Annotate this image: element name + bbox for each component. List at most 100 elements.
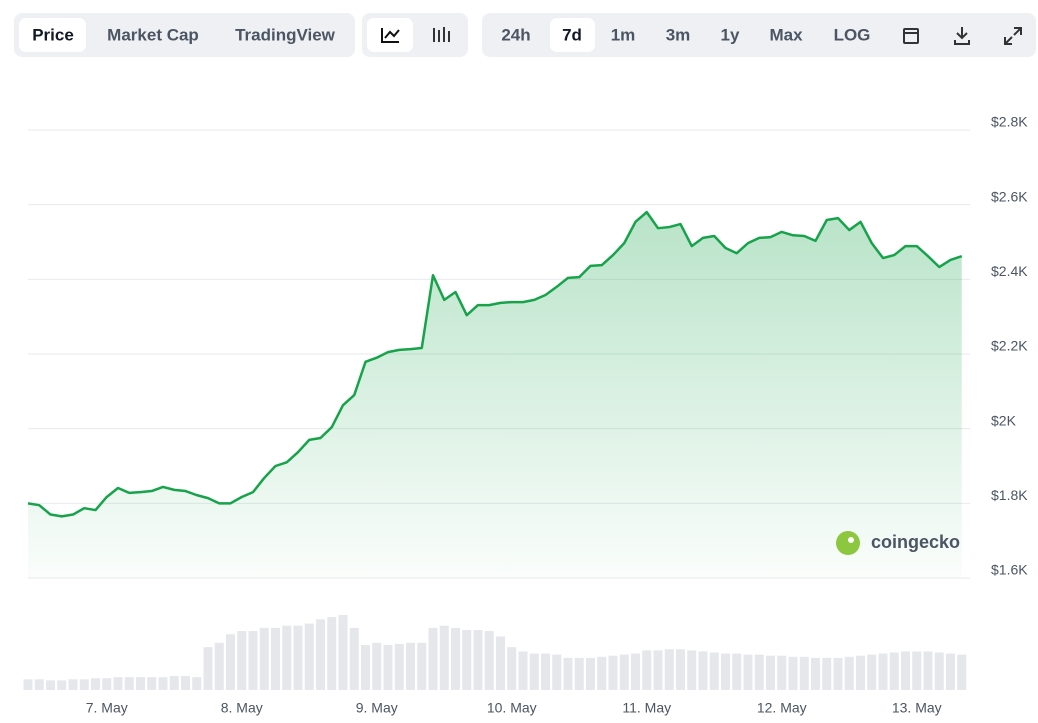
fullscreen-button[interactable] [1004, 27, 1022, 45]
candle-button[interactable] [433, 27, 450, 42]
volume-bar [709, 652, 719, 690]
range-button[interactable]: Max [769, 25, 803, 44]
volume-bar [124, 677, 134, 690]
volume-bar [428, 627, 438, 690]
volume-bar [822, 657, 832, 690]
volume-bar [732, 653, 742, 690]
area-fill [28, 212, 962, 578]
volume-bar [923, 651, 933, 690]
volume-bar [799, 656, 809, 690]
volume-bar [642, 650, 652, 690]
volume-bar [946, 653, 955, 690]
line-chart-button[interactable] [367, 18, 413, 52]
volume-bar [597, 656, 607, 690]
x-tick-label: 12. May [757, 700, 807, 716]
volume-bar [901, 651, 910, 690]
volume-bar [372, 642, 382, 690]
y-tick-label: $1.8K [991, 487, 1028, 503]
download-button[interactable] [954, 27, 970, 45]
volume-bar [248, 631, 258, 690]
volume-bar [79, 679, 89, 690]
volume-bar [203, 647, 213, 690]
volume-bar [788, 656, 798, 690]
view-button[interactable]: Price [32, 25, 74, 44]
volume-bar [226, 634, 235, 690]
volume-bar [957, 654, 967, 690]
volume-bar [181, 676, 190, 690]
volume-bar [687, 650, 697, 690]
y-tick-label: $2.4K [991, 263, 1028, 279]
volume-bar [271, 627, 280, 690]
y-tick-label: $2.8K [991, 114, 1028, 130]
volume-bar [68, 679, 78, 690]
volume-bar [664, 649, 674, 690]
y-tick-label: $2K [991, 412, 1017, 428]
volume-bar [158, 677, 168, 690]
range-button[interactable]: 1m [611, 25, 636, 44]
view-button[interactable]: Market Cap [107, 25, 199, 44]
y-tick-label: $1.6K [991, 562, 1028, 578]
volume-bar [349, 627, 359, 690]
volume-bar [889, 652, 899, 690]
volume-bar [439, 625, 449, 690]
volume-bar [462, 630, 472, 690]
volume-bar [766, 655, 775, 690]
volume-bar [473, 630, 483, 690]
volume-bar [496, 636, 505, 690]
volume-bar [586, 657, 595, 690]
volume-bar [608, 655, 618, 690]
volume-bar [136, 677, 145, 690]
active-pill [550, 18, 595, 52]
volume-bar [811, 657, 820, 690]
logo [848, 537, 854, 543]
price-line [27, 210, 963, 518]
range-button[interactable]: 3m [666, 25, 691, 44]
volume-bar [316, 619, 325, 690]
volume-bar [484, 631, 494, 690]
volume-bar [293, 625, 303, 690]
plot: $1.6K $1.8K $2K $2.2K $2.4K $2.6K $2.8K 7. May 8… [23, 114, 1028, 716]
volume-bar [192, 677, 202, 690]
range-button[interactable]: 24h [501, 25, 530, 44]
volume-bar [394, 643, 404, 690]
volume-bar [912, 651, 922, 690]
watermark: coingecko [871, 532, 960, 552]
volume-bar [327, 617, 337, 690]
volume-bar [631, 653, 640, 690]
volume-bar [653, 650, 663, 690]
volume-bar [383, 645, 393, 690]
volume-bar [282, 625, 292, 690]
volume-bar [619, 654, 629, 690]
volume-bar [304, 623, 314, 690]
range-button[interactable]: 7d [562, 25, 582, 44]
volume-bar [934, 652, 944, 690]
y-tick-label: $2.2K [991, 338, 1028, 354]
volume-bar [676, 649, 685, 690]
volume-bar [406, 642, 415, 690]
volume-bar [361, 645, 370, 690]
volume-bar [878, 653, 888, 690]
volume-bar [147, 677, 157, 690]
volume-bar [507, 647, 517, 690]
volume-bar [552, 654, 562, 690]
volume-bar [529, 653, 539, 690]
volume-bar [743, 654, 753, 690]
volume-bar [237, 631, 247, 690]
volume-bar [91, 678, 100, 690]
range-button[interactable]: 1y [721, 25, 740, 44]
volume-bar [754, 654, 764, 690]
calendar-button[interactable] [903, 28, 919, 44]
volume-bar [777, 655, 787, 690]
range-group [482, 13, 1036, 57]
range-button[interactable]: LOG [834, 25, 871, 44]
volume-bar [721, 653, 730, 690]
icon [381, 28, 399, 43]
view-button[interactable]: TradingView [235, 25, 336, 44]
x-tick-label: 13. May [892, 700, 942, 716]
y-tick-label: $2.6K [991, 188, 1028, 204]
volume-bar [833, 657, 843, 690]
volume-bar [259, 627, 269, 690]
volume-bar [46, 680, 55, 690]
volume-bar [856, 655, 865, 690]
